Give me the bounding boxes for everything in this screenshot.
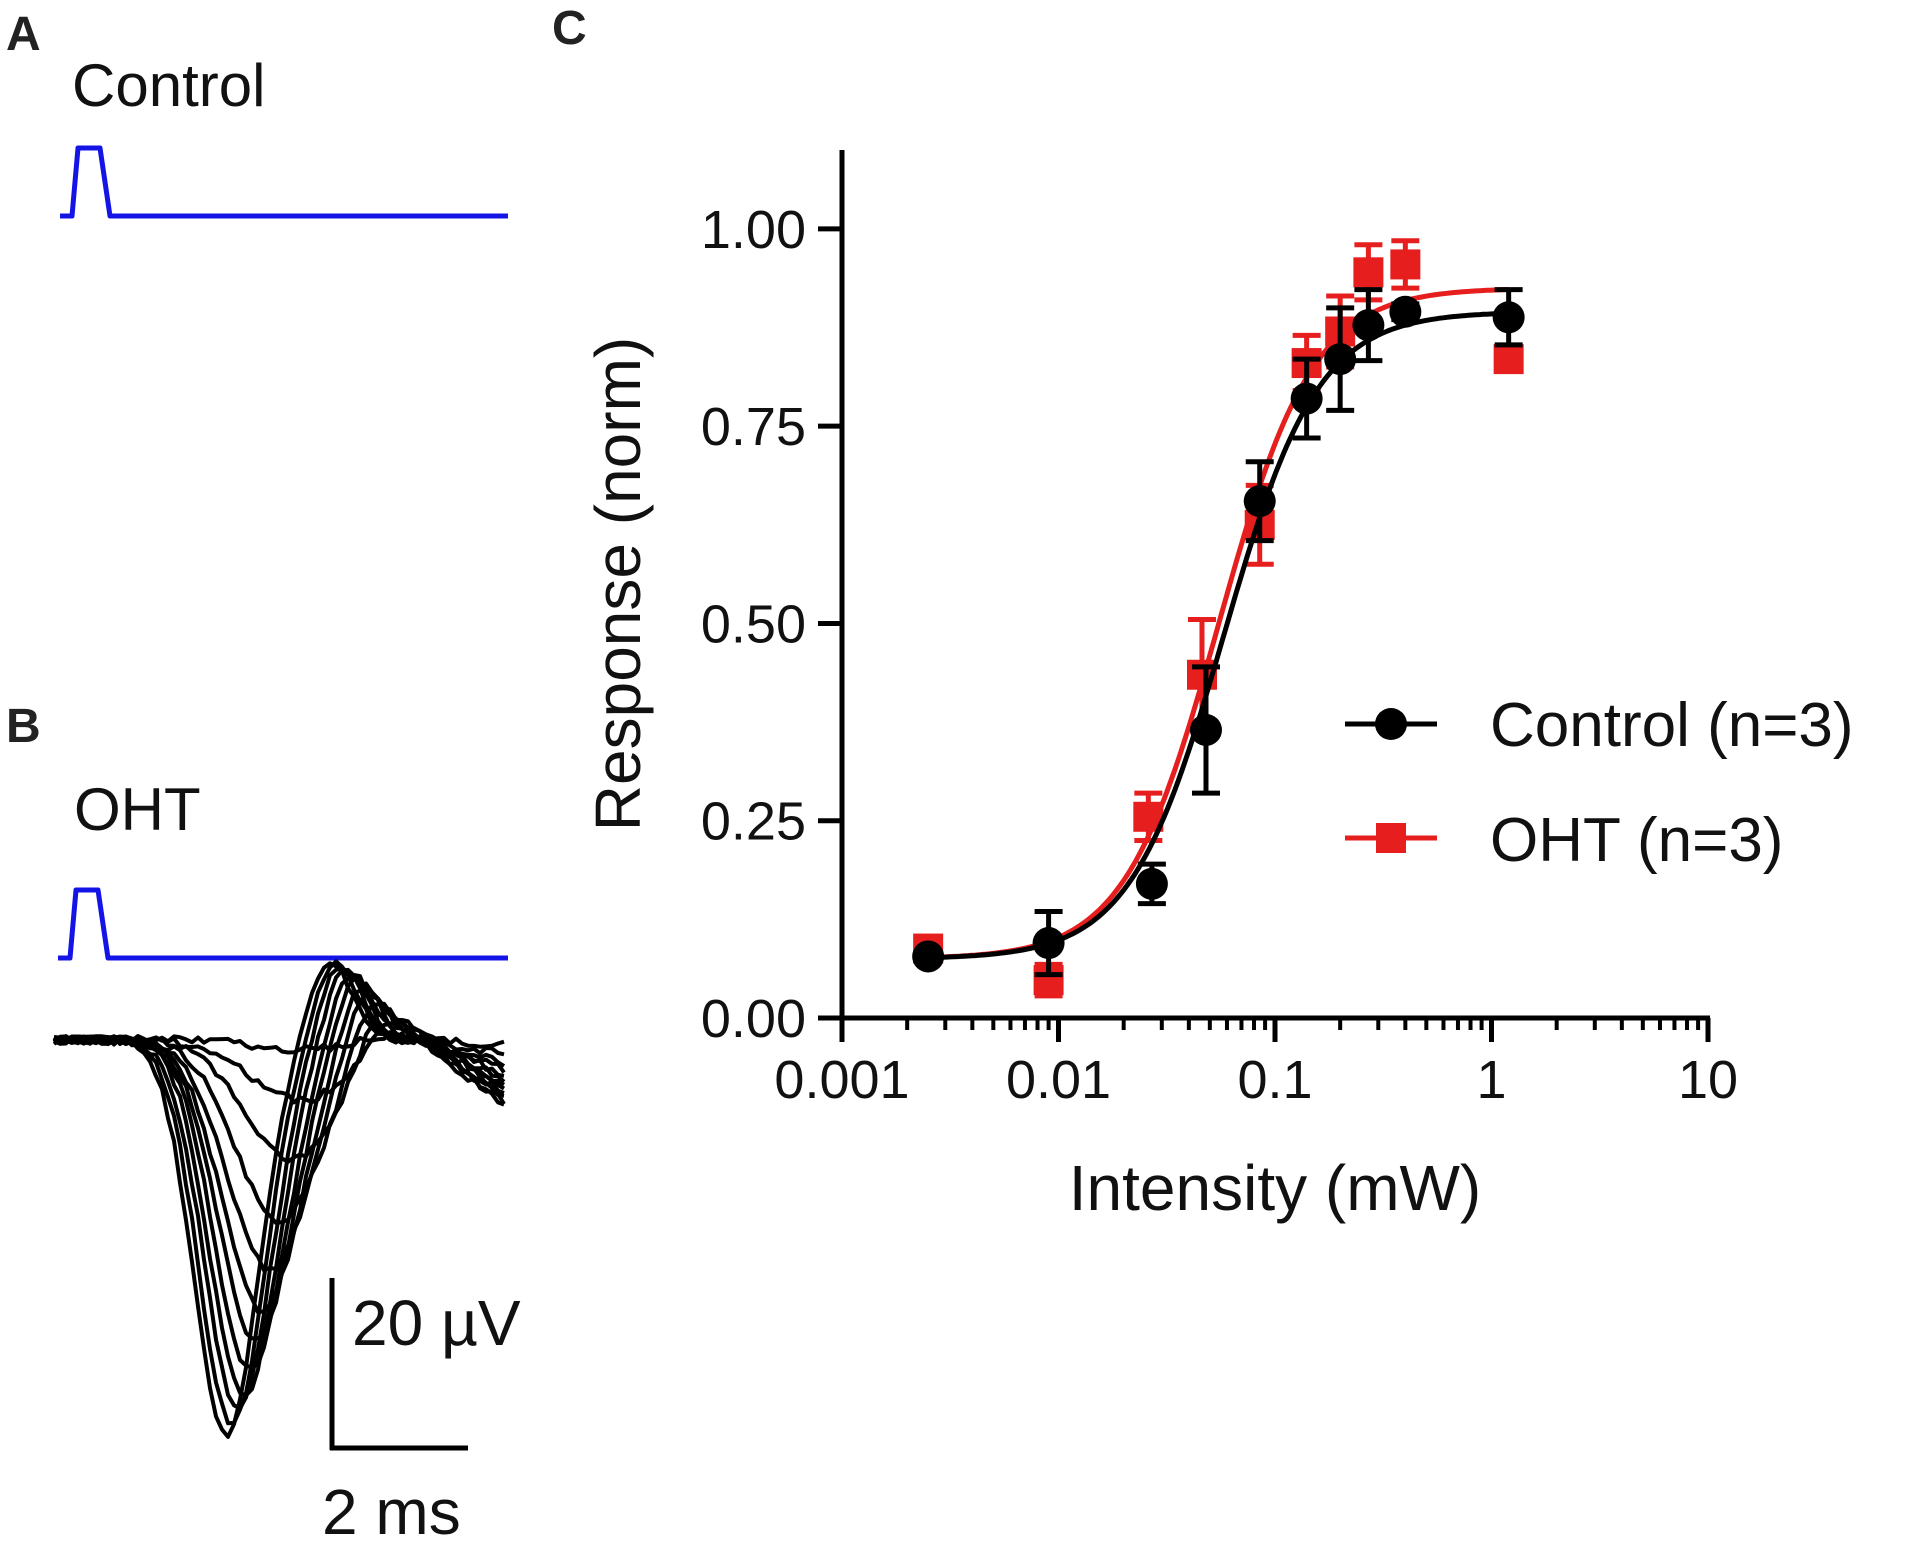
fit-curve-oht (928, 290, 1508, 958)
data-point-control (1291, 383, 1323, 415)
y-axis-ticks: 0.00 0.25 0.50 0.75 1.00 (701, 200, 842, 1049)
panel-b-stimulus-trace (58, 890, 508, 958)
scale-bar-voltage-label: 20 µV (352, 1287, 521, 1359)
data-point-control (1493, 301, 1525, 333)
x-tick-label: 0.1 (1237, 1050, 1312, 1110)
erg-trace (54, 963, 504, 1437)
erg-trace (54, 1020, 504, 1103)
x-axis-title: Intensity (mW) (1069, 1152, 1481, 1224)
data-point-control (1352, 309, 1384, 341)
chart-legend: Control (n=3) OHT (n=3) (1345, 691, 1854, 875)
y-tick-label: 1.00 (701, 200, 806, 260)
data-point-oht (1353, 257, 1383, 287)
x-axis-ticks: 0.001 0.01 0.1 1 10 (774, 1018, 1738, 1110)
chart-series (912, 241, 1524, 996)
figure: A Control B OHT 20 µV 2 ms C 0.00 0.25 0.5… (0, 0, 1930, 1542)
legend-control-marker (1375, 708, 1407, 740)
series-oht (913, 241, 1523, 996)
scale-bar-time-label: 2 ms (322, 1476, 461, 1542)
data-point-control (912, 940, 944, 972)
y-tick-label: 0.75 (701, 397, 806, 457)
legend-oht-marker (1376, 823, 1406, 853)
legend-oht-label: OHT (n=3) (1490, 806, 1783, 875)
panel-a-stimulus-trace (60, 148, 508, 216)
fit-curve-control (928, 313, 1508, 957)
panel-b-label: OHT (74, 776, 201, 843)
data-point-control (1324, 343, 1356, 375)
x-tick-label: 1 (1476, 1050, 1506, 1110)
x-tick-label: 0.001 (774, 1050, 909, 1110)
panel-a-letter: A (6, 8, 41, 61)
y-axis-title: Response (norm) (582, 337, 654, 831)
x-tick-label: 10 (1678, 1050, 1738, 1110)
data-point-oht (1494, 344, 1524, 374)
panel-c-letter: C (552, 2, 587, 55)
legend-control-label: Control (n=3) (1490, 691, 1854, 760)
data-point-control (1389, 296, 1421, 328)
panel-b-erg-traces (54, 961, 504, 1437)
intensity-response-chart: 0.00 0.25 0.50 0.75 1.00 0.001 0.01 0.1 1 10 Int… (582, 150, 1854, 1224)
y-tick-label: 0.25 (701, 792, 806, 852)
data-point-control (1244, 485, 1276, 517)
data-point-control (1033, 927, 1065, 959)
panel-b-letter: B (6, 700, 41, 753)
x-tick-label: 0.01 (1006, 1050, 1111, 1110)
data-point-control (1136, 868, 1168, 900)
panel-a-label: Control (72, 52, 265, 119)
data-point-control (1190, 714, 1222, 746)
y-tick-label: 0.50 (701, 594, 806, 654)
y-tick-label: 0.00 (701, 989, 806, 1049)
data-point-oht (1390, 249, 1420, 279)
